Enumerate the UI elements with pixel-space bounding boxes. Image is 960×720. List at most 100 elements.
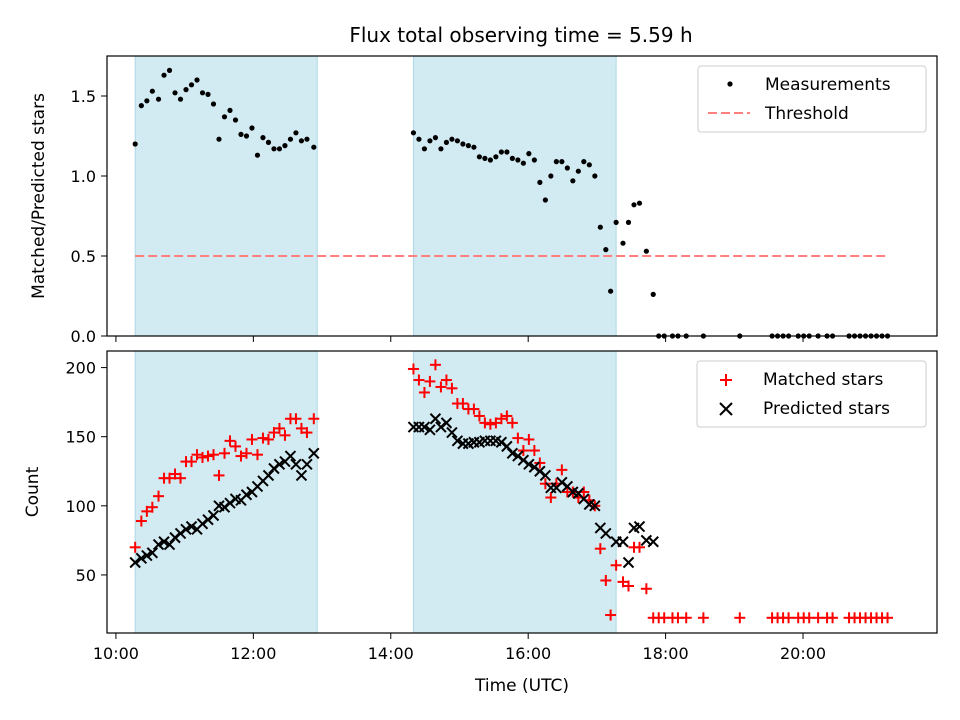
measurement-point	[504, 149, 510, 155]
measurement-point	[636, 200, 643, 206]
matched-star-point	[783, 612, 795, 624]
predicted-star-point	[647, 536, 659, 548]
predicted-star-point	[600, 527, 612, 540]
measurement-point	[427, 138, 433, 144]
bottom-shaded-intervals	[134, 350, 617, 634]
measurement-point	[132, 141, 138, 147]
legend-measurements-label: Measurements	[765, 75, 891, 95]
predicted-star-point	[418, 421, 431, 433]
measurement-point	[465, 143, 472, 149]
predicted-star-point	[240, 489, 253, 501]
measurement-point	[232, 117, 239, 123]
measurement-point	[188, 82, 195, 88]
legend-threshold-label: Threshold	[764, 104, 849, 124]
y-tick-label: 50	[76, 566, 96, 585]
predicted-star-point	[180, 523, 192, 536]
measurement-point	[449, 136, 455, 142]
measurement-point	[172, 90, 178, 96]
matched-star-point	[279, 429, 291, 441]
predicted-star-point	[633, 520, 646, 533]
measurement-point	[531, 157, 537, 163]
matched-star-point	[545, 492, 557, 504]
measurement-point	[460, 141, 466, 147]
matched-star-point	[523, 433, 535, 445]
predicted-star-point	[146, 547, 159, 559]
matched-star-point	[556, 464, 568, 476]
predicted-star-point	[290, 458, 302, 471]
matched-star-point	[407, 363, 419, 375]
y-tick-label: 100	[65, 497, 96, 516]
matched-star-point	[479, 417, 491, 429]
measurement-point	[515, 157, 521, 163]
legend-predicted-label: Predicted stars	[763, 399, 890, 419]
measurement-point	[199, 90, 206, 96]
predicted-star-point	[429, 413, 442, 425]
matched-star-point	[202, 450, 214, 462]
measurement-point	[643, 248, 649, 254]
matched-star-point	[301, 427, 313, 439]
matched-star-point	[175, 472, 187, 484]
measurement-point	[542, 197, 548, 203]
bottom-y-ticks: 50 100 150 200	[65, 359, 107, 585]
matched-star-point	[827, 612, 839, 624]
predicted-star-point	[440, 417, 453, 429]
top-legend-box	[697, 65, 927, 133]
measurement-point	[254, 152, 261, 158]
y-tick-label: 0.0	[71, 327, 96, 346]
legend-matched-label: Matched stars	[763, 370, 883, 390]
matched-star-point	[484, 418, 496, 430]
top-y-ticks: 0.0 0.5 1.0 1.5	[71, 87, 107, 346]
measurement-point	[570, 178, 576, 184]
matched-star-point	[473, 410, 485, 422]
measurement-point	[592, 173, 598, 179]
predicted-star-point	[284, 450, 297, 462]
matched-star-point	[207, 449, 219, 461]
matched-star-point	[640, 583, 652, 595]
measurement-point	[138, 103, 144, 109]
matched-star-point	[240, 447, 252, 459]
matched-star-point	[600, 574, 612, 586]
predicted-star-point	[617, 536, 629, 548]
predicted-star-point	[158, 536, 170, 548]
measurement-point	[482, 155, 488, 161]
measurement-point	[509, 155, 515, 161]
bottom-x-ticks: 10:00 12:00 14:00 16:00 18:00 20:00	[93, 633, 826, 663]
matched-star-point	[413, 374, 425, 386]
measurement-point	[210, 101, 217, 107]
predicted-star-point	[523, 458, 535, 471]
measurement-point	[161, 72, 167, 78]
matched-star-point	[424, 375, 436, 387]
predicted-star-point	[129, 556, 141, 569]
observing-interval-shade	[134, 350, 318, 634]
measurement-point	[287, 136, 294, 142]
top-shaded-intervals	[134, 55, 617, 337]
y-tick-label: 1.0	[71, 167, 96, 186]
measurement-point	[155, 96, 162, 102]
observing-interval-shade	[412, 55, 617, 337]
predicted-star-point	[501, 440, 513, 453]
measurement-point	[559, 159, 565, 165]
measurement-point	[416, 136, 422, 142]
top-panel: 0.0 0.5 1.0 1.5 Matched/Predicted stars Mea…	[29, 55, 938, 346]
legend-matched-marker	[720, 374, 732, 386]
observing-interval-shade	[134, 55, 318, 337]
matched-star-point	[446, 382, 458, 394]
measurement-point	[260, 135, 266, 141]
measurement-point	[293, 130, 299, 136]
matched-star-point	[610, 559, 622, 571]
x-axis-label: Time (UTC)	[474, 676, 569, 696]
measurement-point	[282, 143, 288, 149]
measurement-point	[471, 144, 477, 150]
measurement-point	[183, 87, 189, 93]
figure-title: Flux total observing time = 5.59 h	[349, 23, 692, 47]
predicted-star-point	[506, 447, 519, 460]
matched-star-point	[257, 432, 269, 444]
measurement-point	[564, 165, 570, 171]
bottom-y-axis-label: Count	[23, 466, 43, 517]
predicted-star-point	[295, 469, 308, 482]
predicted-star-point	[185, 520, 198, 533]
measurement-point	[311, 144, 317, 150]
matched-star-point	[135, 515, 147, 527]
matched-star-point	[429, 359, 441, 371]
top-y-axis-label: Matched/Predicted stars	[29, 93, 49, 299]
